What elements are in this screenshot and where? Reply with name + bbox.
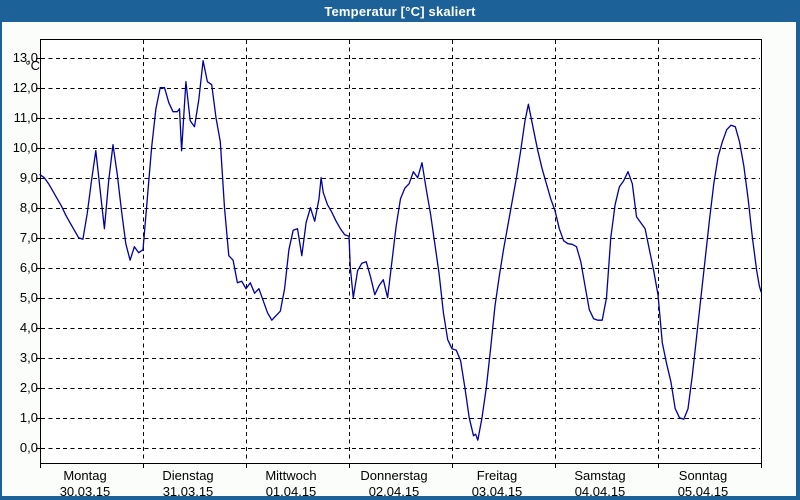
y-tick-label: 5,0 bbox=[19, 289, 38, 305]
x-date-label: 03.04.15 bbox=[471, 484, 523, 499]
x-date-label: 01.04.15 bbox=[265, 484, 317, 499]
y-tick-label: 9,0 bbox=[19, 169, 38, 185]
y-tick-label: 13,0 bbox=[12, 49, 38, 65]
y-tick-label: 12,0 bbox=[12, 79, 38, 95]
y-tick-label: 2,0 bbox=[19, 379, 38, 395]
y-tick-label: 1,0 bbox=[19, 409, 38, 425]
x-day-label: Samstag bbox=[574, 468, 626, 483]
chart-area: °C 13,0 12,0 11,0 10,0 9,0 8,0 7,0 6,0 5,0 4,0 3,0… bbox=[2, 22, 796, 499]
y-tick-label: 6,0 bbox=[19, 259, 38, 275]
x-date-label: 30.03.15 bbox=[59, 484, 111, 499]
y-tick-label: 7,0 bbox=[19, 229, 38, 245]
x-date-label: 02.04.15 bbox=[368, 484, 420, 499]
y-tick-label: 3,0 bbox=[19, 349, 38, 365]
x-day-label: Dienstag bbox=[162, 468, 214, 483]
x-day-label: Sonntag bbox=[678, 468, 728, 483]
x-date-label: 31.03.15 bbox=[162, 484, 214, 499]
x-date-label: 04.04.15 bbox=[574, 484, 626, 499]
grid-lines bbox=[41, 40, 760, 462]
y-tick-label: 8,0 bbox=[19, 199, 38, 215]
y-tick-label: 4,0 bbox=[19, 319, 38, 335]
plot-border bbox=[40, 39, 762, 464]
axis-ticks bbox=[36, 58, 762, 468]
y-tick-label: 11,0 bbox=[13, 109, 38, 125]
x-day-label: Freitag bbox=[476, 468, 518, 483]
temperature-series-line bbox=[39, 60, 762, 441]
x-day-label: Montag bbox=[63, 468, 107, 483]
plot-svg bbox=[36, 39, 762, 468]
window-title: Temperatur [°C] skaliert bbox=[324, 3, 476, 19]
y-tick-label: 0,0 bbox=[19, 439, 38, 455]
x-day-label: Mittwoch bbox=[265, 468, 317, 483]
window-titlebar: Temperatur [°C] skaliert bbox=[0, 0, 800, 22]
temperature-line bbox=[39, 60, 762, 441]
x-date-label: 05.04.15 bbox=[677, 484, 729, 499]
x-day-label: Donnerstag bbox=[360, 468, 428, 483]
plot-area bbox=[40, 39, 762, 464]
y-tick-label: 10,0 bbox=[12, 139, 38, 155]
y-axis-unit-label: °C bbox=[25, 58, 40, 73]
